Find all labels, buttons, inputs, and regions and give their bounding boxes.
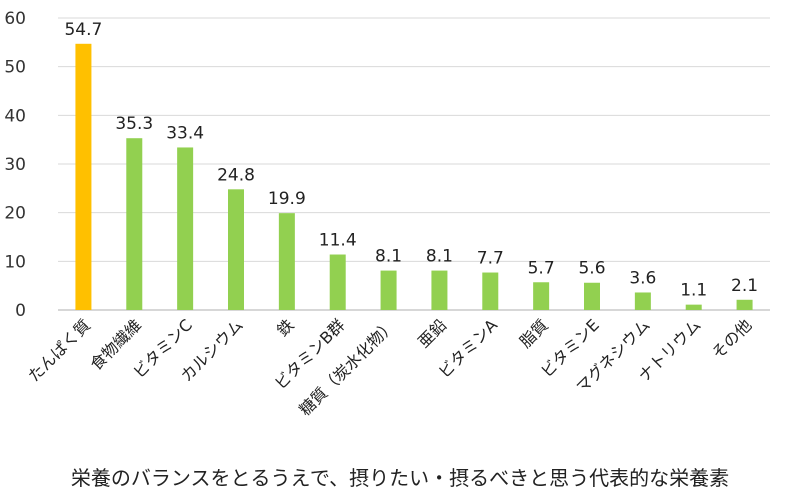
data-label: 11.4 <box>319 231 357 251</box>
bar <box>126 138 143 310</box>
y-tick-label: 40 <box>4 106 26 126</box>
y-tick-label: 30 <box>4 155 26 175</box>
x-tick-label: たんぱく質 <box>24 315 94 385</box>
x-tick-label: 亜鉛 <box>414 315 450 351</box>
bar <box>533 282 550 310</box>
data-label: 5.7 <box>528 258 555 278</box>
data-label: 2.1 <box>731 276 758 296</box>
bar <box>380 270 397 310</box>
bar <box>431 270 448 310</box>
y-tick-label: 10 <box>4 252 26 272</box>
data-label: 54.7 <box>64 20 102 40</box>
bar <box>75 43 92 310</box>
data-label: 35.3 <box>115 114 153 134</box>
y-tick-label: 0 <box>15 301 26 321</box>
bar <box>228 189 244 310</box>
y-tick-label: 60 <box>4 9 26 29</box>
data-label: 19.9 <box>268 189 306 209</box>
data-label: 8.1 <box>426 247 453 267</box>
data-label: 33.4 <box>166 123 204 143</box>
bar <box>634 292 651 310</box>
x-tick-label: 鉄 <box>273 315 298 340</box>
data-label: 3.6 <box>629 268 656 288</box>
bar <box>482 272 499 310</box>
data-label: 7.7 <box>477 249 504 269</box>
bar <box>736 299 753 310</box>
data-label: 24.8 <box>217 165 255 185</box>
bar <box>177 147 194 310</box>
bar <box>685 304 702 310</box>
x-tick-label: 脂質 <box>516 315 552 351</box>
chart-caption: 栄養のバランスをとるうえで、摂りたい・摂るべきと思う代表的な栄養素 <box>70 466 730 490</box>
data-label: 5.6 <box>578 259 605 279</box>
data-label: 8.1 <box>375 247 402 267</box>
bar <box>584 282 600 310</box>
bar <box>329 254 346 310</box>
y-tick-label: 20 <box>4 204 26 224</box>
y-tick-label: 50 <box>4 58 26 78</box>
data-label: 1.1 <box>680 281 707 301</box>
x-tick-label: その他 <box>708 315 755 362</box>
x-tick-label: 糖質（炭水化物） <box>295 315 399 419</box>
bar <box>278 213 295 310</box>
